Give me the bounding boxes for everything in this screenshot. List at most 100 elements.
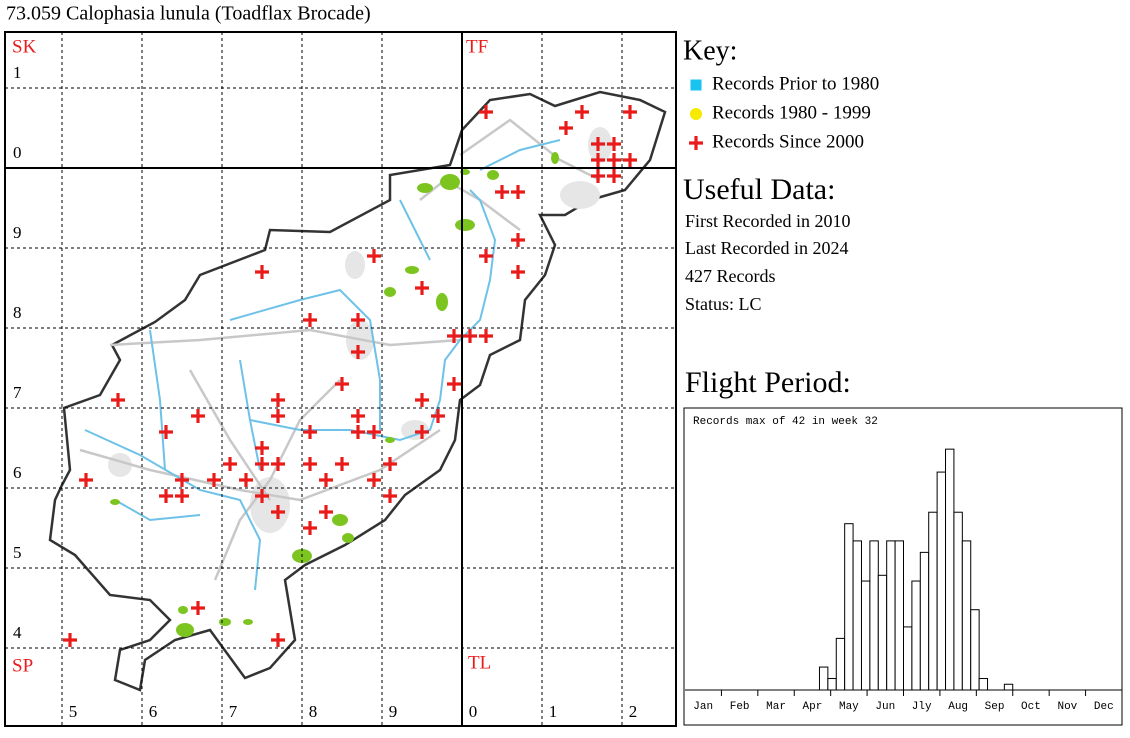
square-label: TL [468,652,491,673]
flight-period-title: Flight Period: [685,366,851,399]
legend-marker [689,136,703,150]
record [351,313,365,327]
record [191,409,205,423]
month-label: Jun [875,701,895,713]
record [463,329,477,343]
record [207,473,221,487]
y-tick-label: 1 [13,63,22,82]
record [255,457,269,471]
legend-label: Records Prior to 1980 [712,73,879,94]
record [175,489,189,503]
record [319,473,333,487]
record [511,233,525,247]
record [351,409,365,423]
record [383,457,397,471]
bar [903,626,913,691]
record [591,137,605,151]
record [271,505,285,519]
map-frame [4,31,677,727]
record [591,169,605,183]
square-label: SK [12,36,37,57]
month-label: Jan [693,701,713,713]
bar [945,448,955,691]
bar [928,511,938,691]
record [111,393,125,407]
record [335,457,349,471]
record [383,489,397,503]
bar [919,551,930,691]
useful-data-line: First Recorded in 2010 [685,211,850,231]
bar [844,523,854,691]
month-label: Oct [1021,701,1041,713]
record [303,425,317,439]
title: 73.059 Calophasia lunula (Toadflax Broca… [6,3,371,25]
bar [1003,683,1014,691]
record [79,473,93,487]
month-label: May [839,701,859,713]
record [415,393,429,407]
record [303,313,317,327]
legend-label: Records Since 2000 [712,131,864,152]
bar [936,471,947,691]
x-tick-label: 0 [469,702,478,721]
record [479,105,493,119]
useful-data-title: Useful Data: [683,173,835,206]
bar [961,540,972,691]
record [447,329,461,343]
legend-marker [690,108,702,120]
bar [835,637,846,691]
bar [978,678,989,691]
record [623,153,637,167]
record [159,489,173,503]
record [351,425,365,439]
record [223,457,237,471]
x-tick-label: 7 [229,702,238,721]
record [255,265,269,279]
record [351,345,365,359]
x-tick-label: 1 [549,702,558,721]
month-label: Apr [803,701,823,713]
bar [877,574,888,691]
record [431,409,445,423]
record [63,633,77,647]
y-tick-label: 7 [13,383,22,402]
month-label: Aug [948,701,968,713]
record [575,105,589,119]
y-tick-label: 5 [13,543,22,562]
record [319,505,333,519]
record [367,249,381,263]
record [607,153,621,167]
record [607,169,621,183]
month-label: Nov [1057,701,1077,713]
record [271,457,285,471]
bar [911,580,921,691]
x-tick-label: 8 [309,702,318,721]
record [367,425,381,439]
x-tick-label: 2 [629,702,638,721]
bar [852,540,862,691]
x-tick-label: 6 [149,702,158,721]
record [159,425,173,439]
bar [860,580,871,691]
record [271,633,285,647]
record [511,265,525,279]
map-background [48,90,667,692]
useful-data-line: Status: LC [685,294,762,314]
record [415,281,429,295]
record [623,105,637,119]
y-tick-label: 9 [13,223,22,242]
record [271,393,285,407]
useful-data-line: 427 Records [685,266,775,286]
record [447,377,461,391]
x-tick-label: 5 [69,702,78,721]
record [303,521,317,535]
record [495,185,509,199]
y-tick-label: 0 [13,143,22,162]
record [591,153,605,167]
month-label: Sep [985,701,1005,713]
record [559,121,573,135]
square-label: SP [12,655,33,676]
legend-marker [690,79,702,91]
